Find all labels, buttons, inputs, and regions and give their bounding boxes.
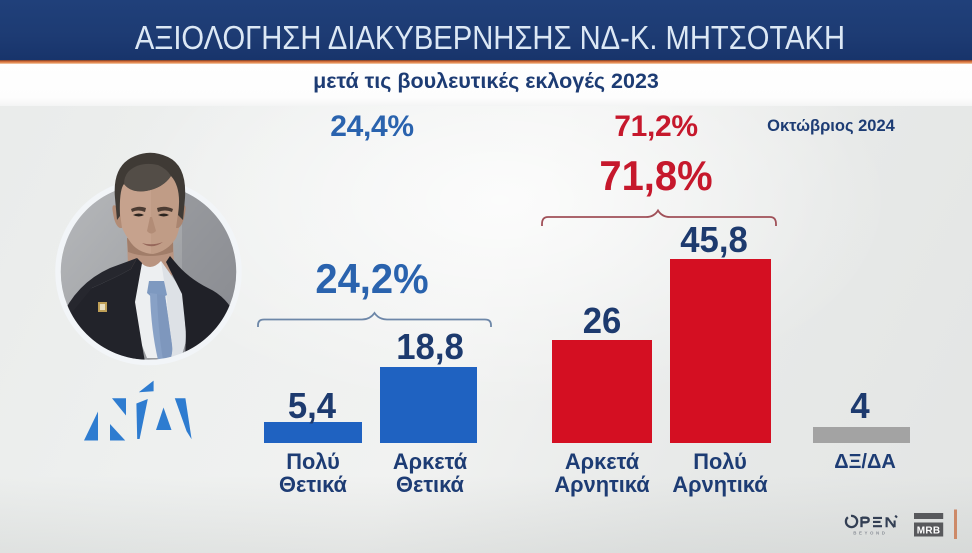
svg-text:MRB: MRB [917, 526, 941, 537]
svg-text:BEYOND: BEYOND [853, 531, 887, 536]
